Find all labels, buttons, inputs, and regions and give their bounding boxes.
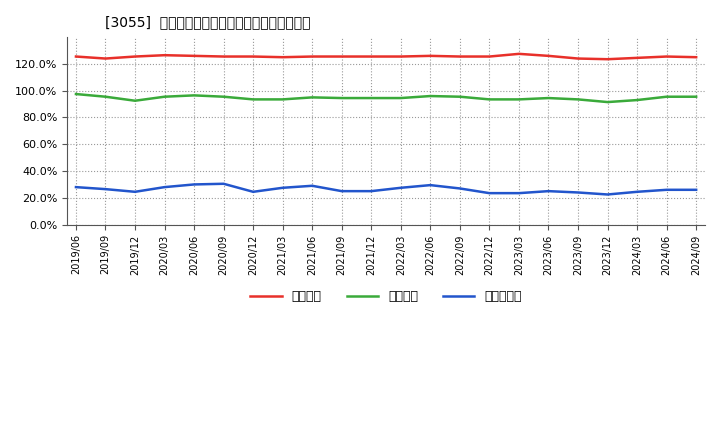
現預金比率	[485, 191, 494, 196]
現預金比率	[456, 186, 464, 191]
当座比率	[367, 95, 376, 101]
当座比率	[71, 92, 80, 97]
当座比率	[220, 94, 228, 99]
流動比率	[279, 55, 287, 60]
現預金比率	[603, 192, 612, 197]
流動比率	[692, 55, 701, 60]
現預金比率	[102, 187, 110, 192]
当座比率	[485, 97, 494, 102]
流動比率	[308, 54, 317, 59]
当座比率	[633, 97, 642, 103]
現預金比率	[161, 184, 169, 190]
現預金比率	[71, 184, 80, 190]
流動比率	[633, 55, 642, 61]
現預金比率	[190, 182, 199, 187]
現預金比率	[544, 188, 553, 194]
現預金比率	[308, 183, 317, 188]
Line: 流動比率: 流動比率	[76, 54, 696, 59]
現預金比率	[397, 185, 405, 191]
当座比率	[662, 94, 671, 99]
流動比率	[485, 54, 494, 59]
当座比率	[249, 97, 258, 102]
流動比率	[397, 54, 405, 59]
現預金比率	[633, 189, 642, 194]
流動比率	[456, 54, 464, 59]
流動比率	[249, 54, 258, 59]
流動比率	[662, 54, 671, 59]
流動比率	[367, 54, 376, 59]
流動比率	[603, 57, 612, 62]
Line: 現預金比率: 現預金比率	[76, 184, 696, 194]
当座比率	[426, 93, 435, 99]
Legend: 流動比率, 当座比率, 現預金比率: 流動比率, 当座比率, 現預金比率	[246, 286, 526, 308]
現預金比率	[249, 189, 258, 194]
現預金比率	[574, 190, 582, 195]
流動比率	[71, 54, 80, 59]
流動比率	[574, 56, 582, 61]
流動比率	[190, 53, 199, 59]
現預金比率	[220, 181, 228, 187]
当座比率	[574, 97, 582, 102]
流動比率	[426, 53, 435, 59]
現預金比率	[338, 188, 346, 194]
流動比率	[338, 54, 346, 59]
当座比率	[456, 94, 464, 99]
現預金比率	[131, 189, 140, 194]
当座比率	[692, 94, 701, 99]
現預金比率	[515, 191, 523, 196]
現預金比率	[367, 188, 376, 194]
当座比率	[544, 95, 553, 101]
当座比率	[515, 97, 523, 102]
当座比率	[102, 94, 110, 99]
当座比率	[397, 95, 405, 101]
流動比率	[220, 54, 228, 59]
当座比率	[338, 95, 346, 101]
現預金比率	[692, 187, 701, 192]
Text: [3055]  流動比率、当座比率、現預金比率の推移: [3055] 流動比率、当座比率、現預金比率の推移	[105, 15, 311, 29]
現預金比率	[662, 187, 671, 192]
現預金比率	[279, 185, 287, 191]
現預金比率	[426, 183, 435, 188]
当座比率	[190, 93, 199, 98]
当座比率	[131, 98, 140, 103]
流動比率	[544, 53, 553, 59]
流動比率	[131, 54, 140, 59]
当座比率	[603, 99, 612, 105]
流動比率	[161, 52, 169, 58]
当座比率	[161, 94, 169, 99]
当座比率	[308, 95, 317, 100]
流動比率	[515, 51, 523, 56]
当座比率	[279, 97, 287, 102]
流動比率	[102, 56, 110, 61]
Line: 当座比率: 当座比率	[76, 94, 696, 102]
